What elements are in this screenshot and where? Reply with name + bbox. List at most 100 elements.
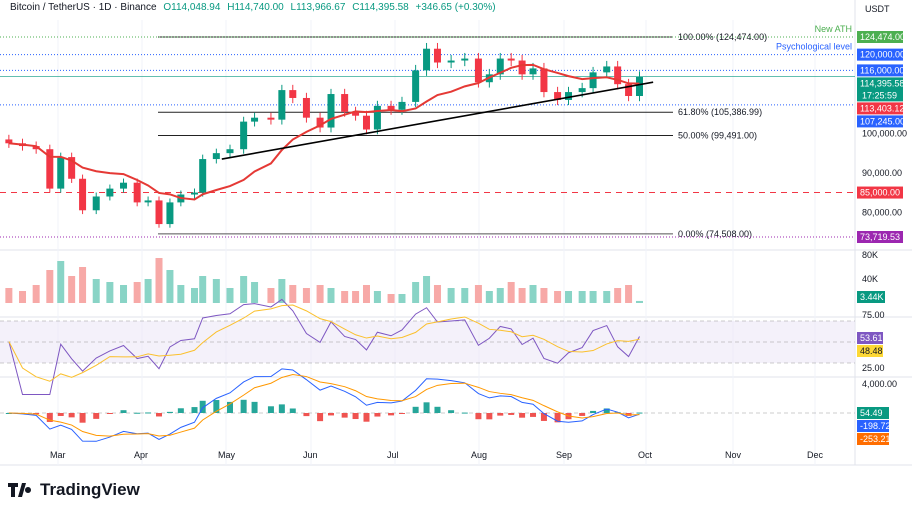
volume-bar	[373, 291, 381, 303]
candle-body	[191, 192, 198, 195]
macd-histogram-bar	[68, 413, 75, 418]
candle-body	[46, 149, 54, 189]
volume-bar	[177, 285, 185, 303]
macd-histogram-bar	[120, 410, 127, 413]
candle-body	[5, 139, 13, 144]
volume-bar	[155, 258, 163, 303]
candle-body	[373, 105, 381, 130]
candle-body	[540, 68, 548, 93]
volume-bar	[251, 282, 259, 303]
macd-histogram-bar	[317, 413, 324, 422]
candle-body	[398, 101, 406, 110]
volume-bar	[387, 294, 395, 303]
macd-histogram-bar	[46, 413, 53, 422]
candle-body	[565, 92, 573, 100]
volume-bar	[120, 285, 128, 303]
close-value: C114,395.58	[352, 2, 409, 13]
x-tick-label: Nov	[725, 450, 742, 460]
candle-body	[226, 149, 234, 154]
macd-histogram-bar	[341, 413, 348, 418]
macd-histogram-bar	[33, 413, 40, 415]
rsi-ma-label-bg	[857, 345, 883, 357]
symbol-header: Bitcoin / TetherUS · 1D · Binance O114,0…	[10, 2, 496, 13]
macd-histogram-bar	[388, 413, 395, 416]
macd-histogram-bar	[191, 407, 198, 413]
macd-histogram-bar	[79, 413, 86, 423]
volume-bar	[433, 285, 441, 303]
price-label: 120,000.00	[860, 50, 905, 60]
volume-bar	[485, 291, 493, 303]
volume-bar	[603, 291, 611, 303]
candle-body	[529, 68, 537, 75]
volume-bar	[240, 276, 248, 303]
volume-bar	[554, 291, 562, 303]
rsi-ma-value-label: 48.48	[860, 346, 883, 356]
macd-label-bg	[857, 407, 889, 419]
macd-histogram-bar	[519, 413, 526, 418]
volume-bar	[316, 285, 324, 303]
macd-histogram-bar	[352, 413, 359, 420]
candle-body	[614, 66, 622, 85]
macd-histogram-bar	[267, 406, 274, 413]
volume-tick: 80K	[862, 250, 878, 260]
macd-label-bg	[857, 433, 889, 445]
volume-bar	[447, 288, 455, 303]
macd-histogram-bar	[412, 406, 419, 413]
currency-label: USDT	[865, 4, 890, 14]
candle-body	[603, 66, 611, 73]
macd-signal-label: -253.21	[860, 434, 891, 444]
y-tick-label: 100,000.00	[862, 128, 907, 138]
open-value: O114,048.94	[163, 2, 221, 13]
macd-histogram-bar	[448, 410, 455, 413]
volume-bar	[199, 276, 207, 303]
price-label-bg	[857, 48, 903, 61]
volume-label: 3.44K	[860, 292, 884, 302]
x-tick-label: Jul	[387, 450, 399, 460]
macd-label-bg	[857, 420, 889, 432]
volume-bar	[327, 288, 335, 303]
x-tick-label: Oct	[638, 450, 653, 460]
macd-histogram-bar	[398, 413, 405, 414]
volume-bar	[362, 285, 370, 303]
x-tick-label: Jun	[303, 450, 318, 460]
price-label-bg	[857, 186, 903, 199]
rsi-tick: 75.00	[862, 310, 885, 320]
candle-body	[212, 153, 220, 160]
macd-histogram-bar	[603, 408, 610, 413]
volume-bar	[212, 279, 220, 303]
candle-body	[474, 58, 482, 83]
price-label-bg	[857, 231, 903, 243]
brand-name: TradingView	[40, 480, 140, 499]
macd-histogram-bar	[423, 402, 430, 413]
macd-histogram-bar	[145, 412, 152, 414]
volume-bar	[625, 285, 633, 303]
macd-histogram-bar	[461, 412, 468, 414]
fibonacci-label: 100.00% (124,474.00)	[678, 32, 767, 42]
volume-bar	[398, 294, 406, 303]
symbol-title[interactable]: Bitcoin / TetherUS · 1D · Binance	[10, 2, 157, 13]
macd-histogram-bar	[199, 400, 206, 413]
macd-histogram-bar	[530, 413, 537, 417]
volume-bar	[423, 276, 431, 303]
y-tick-label: 80,000.00	[862, 207, 902, 217]
price-label-bg	[857, 77, 903, 102]
candle-body	[106, 188, 114, 197]
candle-body	[267, 117, 275, 120]
macd-histogram-bar	[177, 408, 184, 413]
volume-bar	[19, 291, 27, 303]
rsi-tick: 25.00	[862, 363, 885, 373]
volume-bar	[57, 261, 65, 303]
candle-body	[387, 105, 395, 110]
macd-histogram-bar	[106, 413, 113, 414]
countdown-label: 17:25:59	[862, 90, 897, 100]
macd-histogram-bar	[475, 413, 482, 420]
candle-body	[412, 70, 420, 102]
tradingview-logo[interactable]: TradingView	[8, 480, 140, 500]
macd-histogram-bar	[57, 413, 64, 416]
macd-histogram-bar	[497, 413, 504, 416]
volume-bar	[133, 282, 141, 303]
tradingview-logo-icon	[8, 483, 32, 497]
candle-body	[57, 157, 65, 189]
